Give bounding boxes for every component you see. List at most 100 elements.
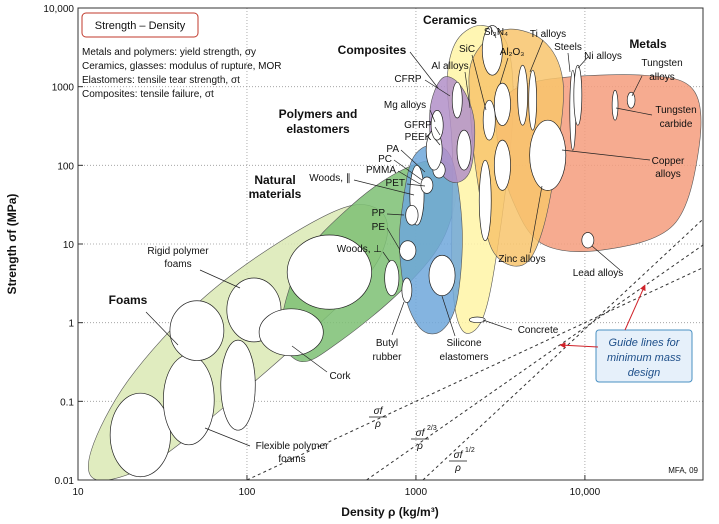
annotation: Cork (329, 371, 351, 382)
guide-arrow (624, 284, 646, 331)
material-bubble (399, 240, 417, 261)
annotation: Woods, ∥ (309, 173, 351, 184)
material-bubble (430, 109, 444, 141)
annotation: Guide lines for (609, 337, 681, 349)
annotation: Natural (254, 173, 295, 187)
x-tick-label: 1000 (405, 487, 428, 498)
leader-line (591, 245, 621, 271)
leader-line (561, 149, 651, 161)
material-bubble (286, 234, 373, 310)
x-tick-label: 100 (239, 487, 256, 498)
material-bubble (405, 204, 419, 226)
leader-line (199, 269, 241, 289)
annotation: Foams (109, 293, 148, 307)
material-bubble (581, 232, 595, 249)
material-bubble (401, 277, 413, 303)
x-tick-label: 10 (72, 487, 84, 498)
leader-line (353, 179, 415, 196)
material-bubble (482, 99, 496, 141)
guide-numerator: σf (416, 428, 426, 439)
material-bubble (493, 139, 511, 191)
material-bubble (220, 339, 256, 431)
legend-box: Strength – Density Metals and polymers: … (81, 12, 282, 100)
guide-denominator: ρ (454, 463, 461, 474)
leader-line (204, 427, 251, 447)
annotation: PP (372, 208, 386, 219)
y-tick-label: 10,000 (43, 4, 74, 15)
annotation: Ni alloys (584, 51, 622, 62)
annotation: Lead alloys (573, 268, 624, 279)
y-tick-label: 0.01 (55, 476, 75, 487)
x-tick-label: 10,000 (570, 487, 601, 498)
annotation: MFA, 09 (668, 466, 698, 475)
material-bubble (493, 82, 511, 126)
material-bubble (626, 91, 636, 109)
leader-line (577, 56, 589, 69)
annotation: foams (278, 454, 305, 465)
annotation: Composites (338, 43, 407, 57)
legend-title: Strength – Density (95, 20, 186, 32)
material-bubble (528, 69, 537, 131)
leader-line (391, 301, 405, 336)
leader-line (382, 251, 391, 263)
leader-line (471, 54, 487, 111)
materials (109, 25, 636, 478)
guide-arrow (559, 342, 599, 349)
annotation: Ti alloys (530, 29, 566, 40)
material-bubble (611, 89, 619, 121)
material-bubble (428, 254, 456, 297)
annotation: Metals (629, 37, 667, 51)
guide-numerator: σf (454, 450, 464, 461)
annotation: Flexible polymer (256, 441, 329, 452)
annotation: PC (378, 154, 392, 165)
leader-line (409, 51, 439, 89)
leader-line (434, 138, 441, 146)
y-tick-label: 10 (63, 240, 75, 251)
material-bubble (481, 25, 503, 76)
leader-line (441, 295, 456, 337)
y-tick-label: 0.1 (60, 397, 74, 408)
annotation: PET (386, 178, 405, 189)
annotation: Polymers and (279, 107, 358, 121)
material-bubble (163, 354, 215, 446)
legend-note: Metals and polymers: yield strength, σy (82, 47, 256, 58)
family-envelope (468, 28, 564, 267)
annotation: PMMA (366, 165, 396, 176)
legend-note: Composites: tensile failure, σt (82, 89, 214, 100)
leader-line (499, 57, 509, 85)
material-bubble (468, 316, 486, 324)
annotation: Copper (652, 156, 685, 167)
annotation: CFRP (394, 74, 422, 85)
guide-power: 1/2 (465, 447, 475, 454)
legend-note: Ceramics, glasses: modulus of rupture, M… (82, 61, 282, 72)
annotation: elastomers (440, 352, 489, 363)
material-bubble (384, 259, 400, 297)
annotation: GFRP (404, 120, 432, 131)
leader-line (386, 213, 405, 216)
annotation: Tungsten (655, 105, 696, 116)
leader-line (615, 107, 653, 116)
leader-line (400, 149, 426, 173)
material-bubble (258, 308, 324, 357)
y-axis-label: Strength σf (MPa) (5, 194, 19, 295)
guide-lines (246, 218, 703, 480)
guide-line (422, 218, 703, 480)
guide-line (366, 244, 703, 480)
annotation: alloys (655, 169, 681, 180)
material-bubble (478, 159, 492, 242)
leader-line (489, 25, 497, 39)
leader-line (464, 71, 471, 109)
annotation: PEEK (405, 132, 432, 143)
legend-note: Elastomers: tensile tear strength, σt (82, 75, 240, 86)
annotation: materials (249, 187, 302, 201)
guide-power: 2/3 (427, 425, 437, 432)
leader-line (529, 39, 544, 73)
material-bubble (109, 392, 171, 478)
x-axis-label: Density ρ (kg/m³) (341, 505, 438, 519)
leader-line (424, 79, 451, 97)
annotation: PE (372, 222, 386, 233)
material-bubble (456, 129, 472, 171)
plot-frame (77, 7, 704, 481)
leader-line (529, 185, 543, 254)
